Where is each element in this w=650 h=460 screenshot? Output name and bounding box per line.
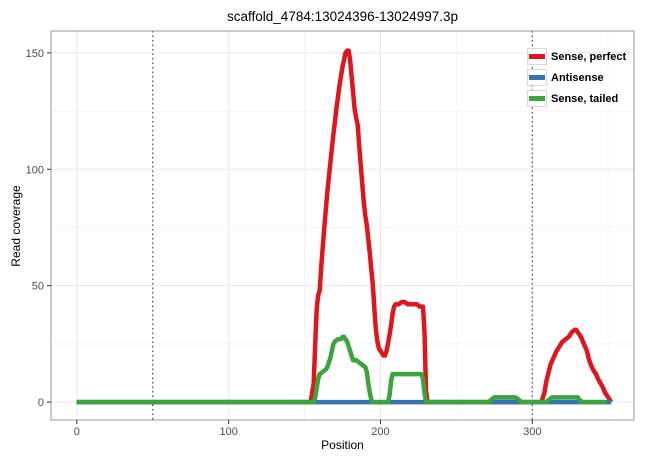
legend-color-bar-antisense <box>529 75 545 80</box>
series-line-sense-perfect <box>76 48 614 405</box>
legend: Sense, perfect Antisense Sense, tailed <box>527 46 626 109</box>
legend-label-antisense: Antisense <box>551 71 604 84</box>
legend-item-sense-tailed: Sense, tailed <box>527 88 626 109</box>
legend-label-sense-tailed: Sense, tailed <box>551 92 619 105</box>
legend-key-antisense <box>527 69 547 86</box>
legend-item-antisense: Antisense <box>527 67 626 88</box>
y-axis-title: Read coverage <box>9 185 23 267</box>
x-tick-label: 0 <box>74 426 80 438</box>
legend-key-sense-tailed <box>527 90 547 107</box>
x-tick-label: 200 <box>371 426 389 438</box>
y-tick-label: 0 <box>38 397 44 409</box>
chart-title: scaffold_4784:13024396-13024997.3p <box>227 9 458 24</box>
legend-color-bar-sense-perfect <box>529 54 545 59</box>
series-line-sense-tailed <box>76 334 607 405</box>
x-tick-label: 300 <box>523 426 541 438</box>
y-tick-label: 150 <box>26 48 44 60</box>
legend-color-bar-sense-tailed <box>529 96 545 101</box>
x-tick-label: 100 <box>219 426 237 438</box>
y-tick-label: 100 <box>26 164 44 176</box>
legend-label-sense-perfect: Sense, perfect <box>551 50 627 63</box>
panel-border <box>50 30 635 421</box>
legend-key-sense-perfect <box>527 48 547 65</box>
legend-item-sense-perfect: Sense, perfect <box>527 46 626 67</box>
x-axis-title: Position <box>321 438 364 452</box>
y-tick-label: 50 <box>32 281 44 293</box>
